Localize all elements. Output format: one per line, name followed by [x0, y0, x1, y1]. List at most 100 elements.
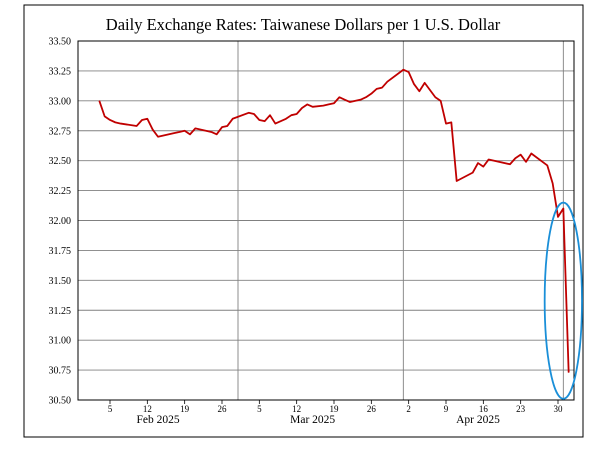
outer-border: [23, 4, 584, 438]
data-point: [152, 129, 154, 130]
data-point: [104, 115, 106, 117]
data-point: [509, 163, 511, 165]
y-tick-label: 31.25: [49, 306, 72, 317]
x-tick-label: 30: [554, 404, 564, 414]
data-point: [525, 161, 527, 163]
data-point: [381, 87, 383, 89]
x-tick-label: 5: [257, 404, 262, 414]
y-tick-label: 31.00: [49, 336, 72, 347]
data-point: [136, 125, 138, 127]
data-point: [424, 82, 426, 84]
data-point: [178, 131, 180, 133]
y-tick-label: 33.00: [49, 96, 72, 107]
data-point: [210, 131, 212, 133]
y-tick-label: 30.50: [49, 396, 72, 407]
x-tick-label: 2: [406, 404, 411, 414]
data-point: [173, 132, 175, 134]
data-point: [413, 83, 415, 85]
data-point: [322, 105, 324, 107]
data-point: [157, 136, 159, 138]
data-point: [445, 123, 447, 124]
x-month-label: Feb 2025: [136, 414, 179, 426]
y-axis-ticks: 33.50 33.25 33.00 32.75 32.50 32.25 32.00 31.75…: [49, 37, 72, 407]
data-point: [338, 96, 340, 98]
data-point: [98, 100, 100, 102]
y-tick-label: 30.75: [49, 366, 72, 377]
data-point: [194, 127, 196, 129]
data-point: [328, 104, 330, 105]
data-point: [472, 172, 474, 174]
series-layer: [98, 68, 570, 373]
data-point: [264, 120, 266, 122]
data-point: [216, 133, 218, 135]
x-tick-label: 12: [292, 404, 301, 414]
data-point: [114, 121, 116, 123]
annotation-layer: [543, 201, 583, 400]
data-point: [557, 216, 559, 218]
data-point: [562, 208, 564, 209]
data-point: [360, 99, 362, 101]
data-point: [488, 159, 490, 160]
x-tick-label: 16: [479, 404, 489, 414]
data-point: [189, 133, 191, 135]
data-point: [141, 119, 143, 121]
data-point: [450, 121, 452, 123]
data-point: [290, 114, 292, 116]
data-point: [568, 372, 570, 373]
data-point: [285, 118, 287, 120]
data-point: [221, 126, 223, 128]
data-point: [109, 119, 111, 121]
data-point: [146, 118, 148, 120]
data-point: [434, 96, 436, 98]
y-tick-label: 32.00: [49, 216, 72, 227]
data-point: [349, 101, 351, 103]
data-point: [120, 123, 122, 124]
data-point: [520, 154, 522, 156]
data-point: [248, 112, 250, 114]
data-point: [184, 130, 186, 132]
x-axis-month-labels: Feb 2025 Mar 2025 Apr 2025: [136, 414, 500, 426]
data-point: [402, 69, 404, 71]
data-point: [418, 90, 420, 92]
y-tick-label: 32.50: [49, 156, 72, 167]
data-point: [226, 125, 228, 127]
y-tick-label: 31.75: [49, 246, 72, 257]
y-tick-label: 33.25: [49, 66, 72, 77]
data-point: [253, 113, 255, 115]
data-point: [344, 99, 346, 101]
x-tick-label: 12: [143, 404, 152, 414]
data-point: [376, 88, 378, 90]
data-point: [296, 113, 298, 115]
x-month-label: Mar 2025: [290, 414, 335, 426]
data-point: [370, 93, 372, 95]
x-tick-label: 19: [330, 404, 340, 414]
data-point: [477, 162, 479, 164]
x-tick-label: 23: [516, 404, 526, 414]
x-tick-label: 19: [180, 404, 190, 414]
x-axis-ticks: 5 12 19 26 5 12 19 26 2 9 16 23 30: [108, 400, 563, 414]
data-point: [386, 81, 388, 83]
data-point: [274, 123, 276, 124]
data-point: [440, 100, 442, 102]
y-tick-label: 32.25: [49, 186, 72, 197]
data-point: [301, 107, 303, 109]
highlight-ellipse: [543, 201, 583, 400]
data-point: [312, 106, 314, 108]
chart-title: Daily Exchange Rates: Taiwanese Dollars …: [106, 15, 501, 34]
data-point: [456, 180, 458, 182]
x-tick-label: 9: [444, 404, 449, 414]
x-tick-label: 26: [367, 404, 377, 414]
y-tick-label: 32.75: [49, 126, 72, 137]
data-point: [269, 114, 271, 116]
y-tick-label: 33.50: [49, 37, 72, 48]
data-point: [365, 96, 367, 98]
data-point: [306, 104, 308, 105]
data-point: [333, 102, 335, 104]
data-point: [514, 157, 516, 159]
x-tick-label: 26: [218, 404, 228, 414]
data-point: [232, 118, 234, 120]
data-point: [546, 165, 548, 166]
series-line: [98, 68, 570, 373]
